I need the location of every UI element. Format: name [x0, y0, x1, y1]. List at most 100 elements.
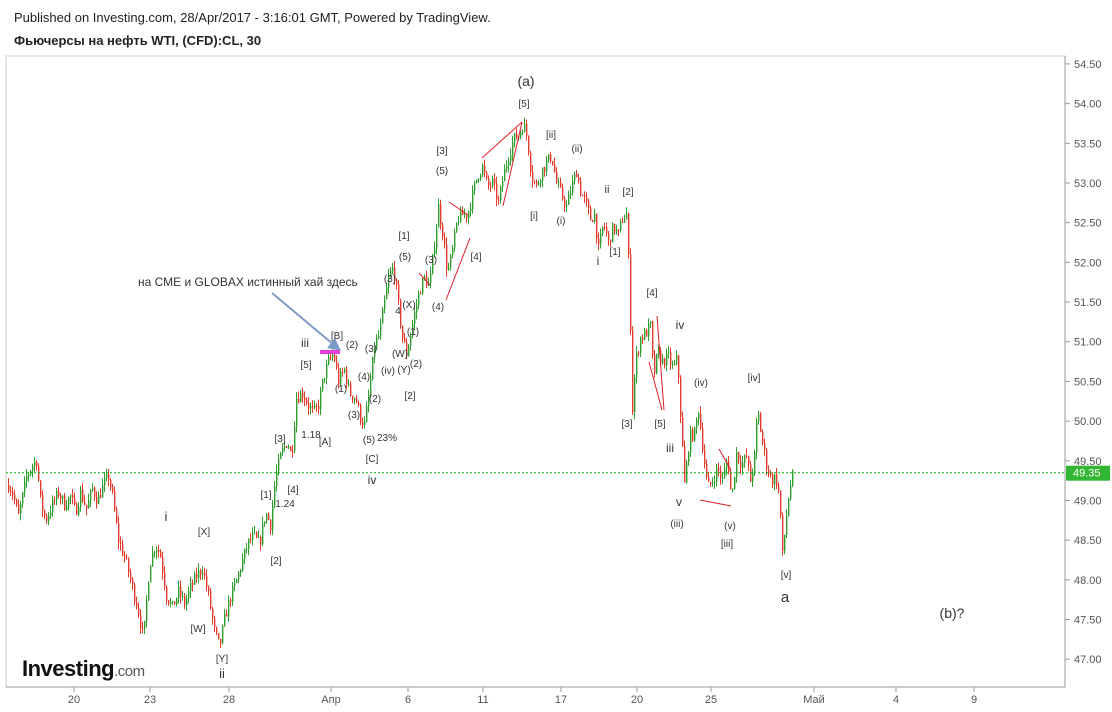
candle-body: [316, 405, 318, 407]
candle-body: [116, 509, 118, 523]
candle-body: [194, 573, 196, 585]
published-caption: Published on Investing.com, 28/Apr/2017 …: [14, 10, 491, 25]
candle-body: [180, 586, 182, 597]
investing-logo[interactable]: Investing.com: [22, 656, 145, 682]
candle-body: [632, 330, 634, 413]
y-tick-label: 48.50: [1074, 535, 1102, 547]
candle-body: [242, 559, 244, 571]
candle-body: [164, 572, 166, 587]
candle-body: [552, 161, 554, 165]
candle-body: [756, 421, 758, 453]
candle-body: [454, 231, 456, 248]
candle-body: [592, 220, 594, 223]
candle-body: [702, 428, 704, 451]
last-price-label: 49.35: [1073, 468, 1101, 480]
candle-body: [378, 335, 380, 339]
candle-body: [786, 516, 788, 535]
candle-body: [708, 477, 710, 483]
candle-body: [464, 214, 466, 216]
candle-body: [304, 397, 306, 401]
candle-body: [192, 582, 194, 585]
candle-body: [506, 165, 508, 169]
wave-label: [W]: [191, 624, 206, 635]
candle-body: [356, 398, 358, 403]
candle-body: [342, 371, 344, 373]
candle-body: [70, 495, 72, 498]
candle-body: [50, 512, 52, 516]
y-tick-label: 52.00: [1074, 257, 1102, 269]
candle-body: [460, 210, 462, 222]
candle-body: [112, 487, 114, 492]
candle-body: [138, 607, 140, 615]
candle-body: [772, 475, 774, 485]
candle-body: [646, 330, 648, 337]
wave-label: [5]: [518, 99, 529, 110]
candle-body: [186, 598, 188, 606]
candle-body: [60, 495, 62, 499]
candle-body: [748, 456, 750, 465]
candle-body: [726, 461, 728, 469]
wave-label: (2): [410, 359, 422, 370]
candle-body: [402, 325, 404, 339]
candle-body: [540, 180, 542, 184]
candle-body: [130, 572, 132, 580]
candle-body: [522, 132, 524, 134]
wave-label: (3): [425, 255, 437, 266]
wave-label: (Y): [397, 365, 410, 376]
candle-body: [476, 179, 478, 183]
candle-body: [358, 402, 360, 405]
candle-body: [278, 458, 280, 472]
candle-body: [546, 160, 548, 172]
wave-line: [699, 499, 732, 507]
candle-body: [260, 537, 262, 545]
candle-body: [244, 548, 246, 560]
candle-body: [274, 486, 276, 506]
candle-body: [288, 446, 290, 448]
wave-label: iv: [676, 318, 685, 332]
candle-body: [484, 165, 486, 173]
candle-body: [744, 455, 746, 463]
wave-label: [3]: [436, 146, 447, 157]
candle-body: [654, 355, 656, 374]
candle-body: [524, 123, 526, 133]
candle-body: [652, 321, 654, 356]
candle-body: [318, 405, 320, 410]
candle-body: [284, 446, 286, 448]
candle-body: [536, 181, 538, 185]
candle-body: [502, 181, 504, 187]
candle-body: [710, 482, 712, 484]
candle-body: [504, 168, 506, 182]
candles: [8, 117, 794, 649]
y-axis: 54.50 54.00 53.50 53.00 52.50 52.00 51.50 51.00…: [1065, 59, 1102, 666]
wave-label: [C]: [366, 454, 379, 465]
candle-body: [672, 364, 674, 366]
candle-body: [448, 268, 450, 270]
x-tick-label: 25: [705, 694, 717, 706]
candle-body: [576, 174, 578, 178]
candle-body: [156, 549, 158, 553]
candle-body: [62, 495, 64, 499]
candle-body: [390, 271, 392, 276]
candle-body: [216, 627, 218, 633]
candle-body: [12, 492, 14, 495]
candle-body: [110, 479, 112, 488]
candle-body: [456, 223, 458, 232]
candle-body: [630, 254, 632, 331]
candle-body: [478, 178, 480, 180]
candle-body: [438, 204, 440, 228]
wave-label: (4): [358, 372, 370, 383]
x-tick-label: 4: [893, 694, 899, 706]
x-tick-label: 11: [477, 694, 488, 706]
candle-body: [296, 398, 298, 427]
candle-body: [586, 197, 588, 202]
x-tick-label: Апр: [321, 694, 340, 706]
wave-label: [5]: [300, 360, 311, 371]
last-price-badge: [1066, 465, 1110, 481]
candle-body: [532, 171, 534, 182]
candle-body: [622, 221, 624, 223]
candle-body: [716, 467, 718, 483]
candle-body: [568, 194, 570, 205]
candle-body: [234, 582, 236, 586]
candle-body: [10, 490, 12, 493]
